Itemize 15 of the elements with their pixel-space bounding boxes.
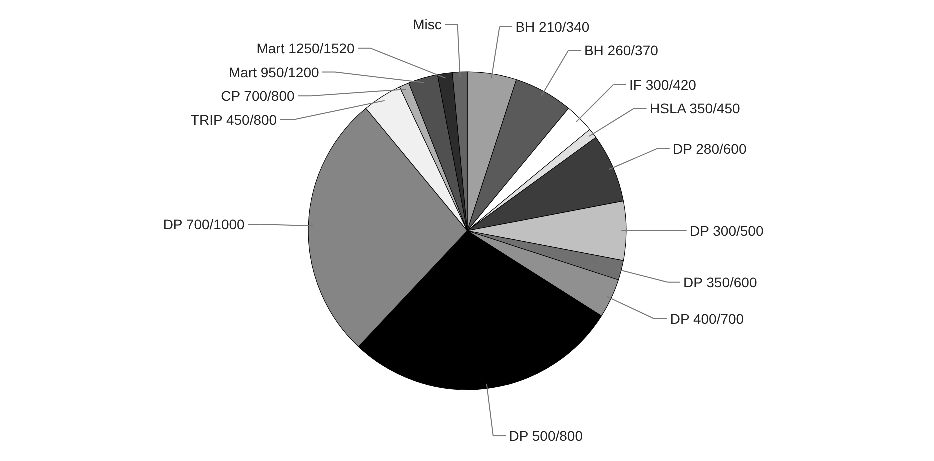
slice-label: BH 210/340 <box>516 18 590 35</box>
slice-label: DP 500/800 <box>509 428 584 444</box>
slice-label: DP 300/500 <box>690 223 764 239</box>
slice-label: DP 280/600 <box>673 140 747 157</box>
slice-label: DP 400/700 <box>670 310 744 327</box>
slice-label: TRIP 450/800 <box>190 112 278 128</box>
slice-label: IF 300/420 <box>630 76 697 93</box>
slice-label: Mart 950/1200 <box>229 64 320 80</box>
slice-label: Misc <box>413 16 442 33</box>
slice-label: Mart 1250/1520 <box>256 40 356 56</box>
slice-label: DP 700/1000 <box>163 216 246 233</box>
slice-label: CP 700/800 <box>221 88 296 104</box>
slice-label: BH 260/370 <box>584 42 659 59</box>
legend-label: DP 350/600 <box>684 274 758 290</box>
slice-label: HSLA 350/450 <box>650 100 740 117</box>
